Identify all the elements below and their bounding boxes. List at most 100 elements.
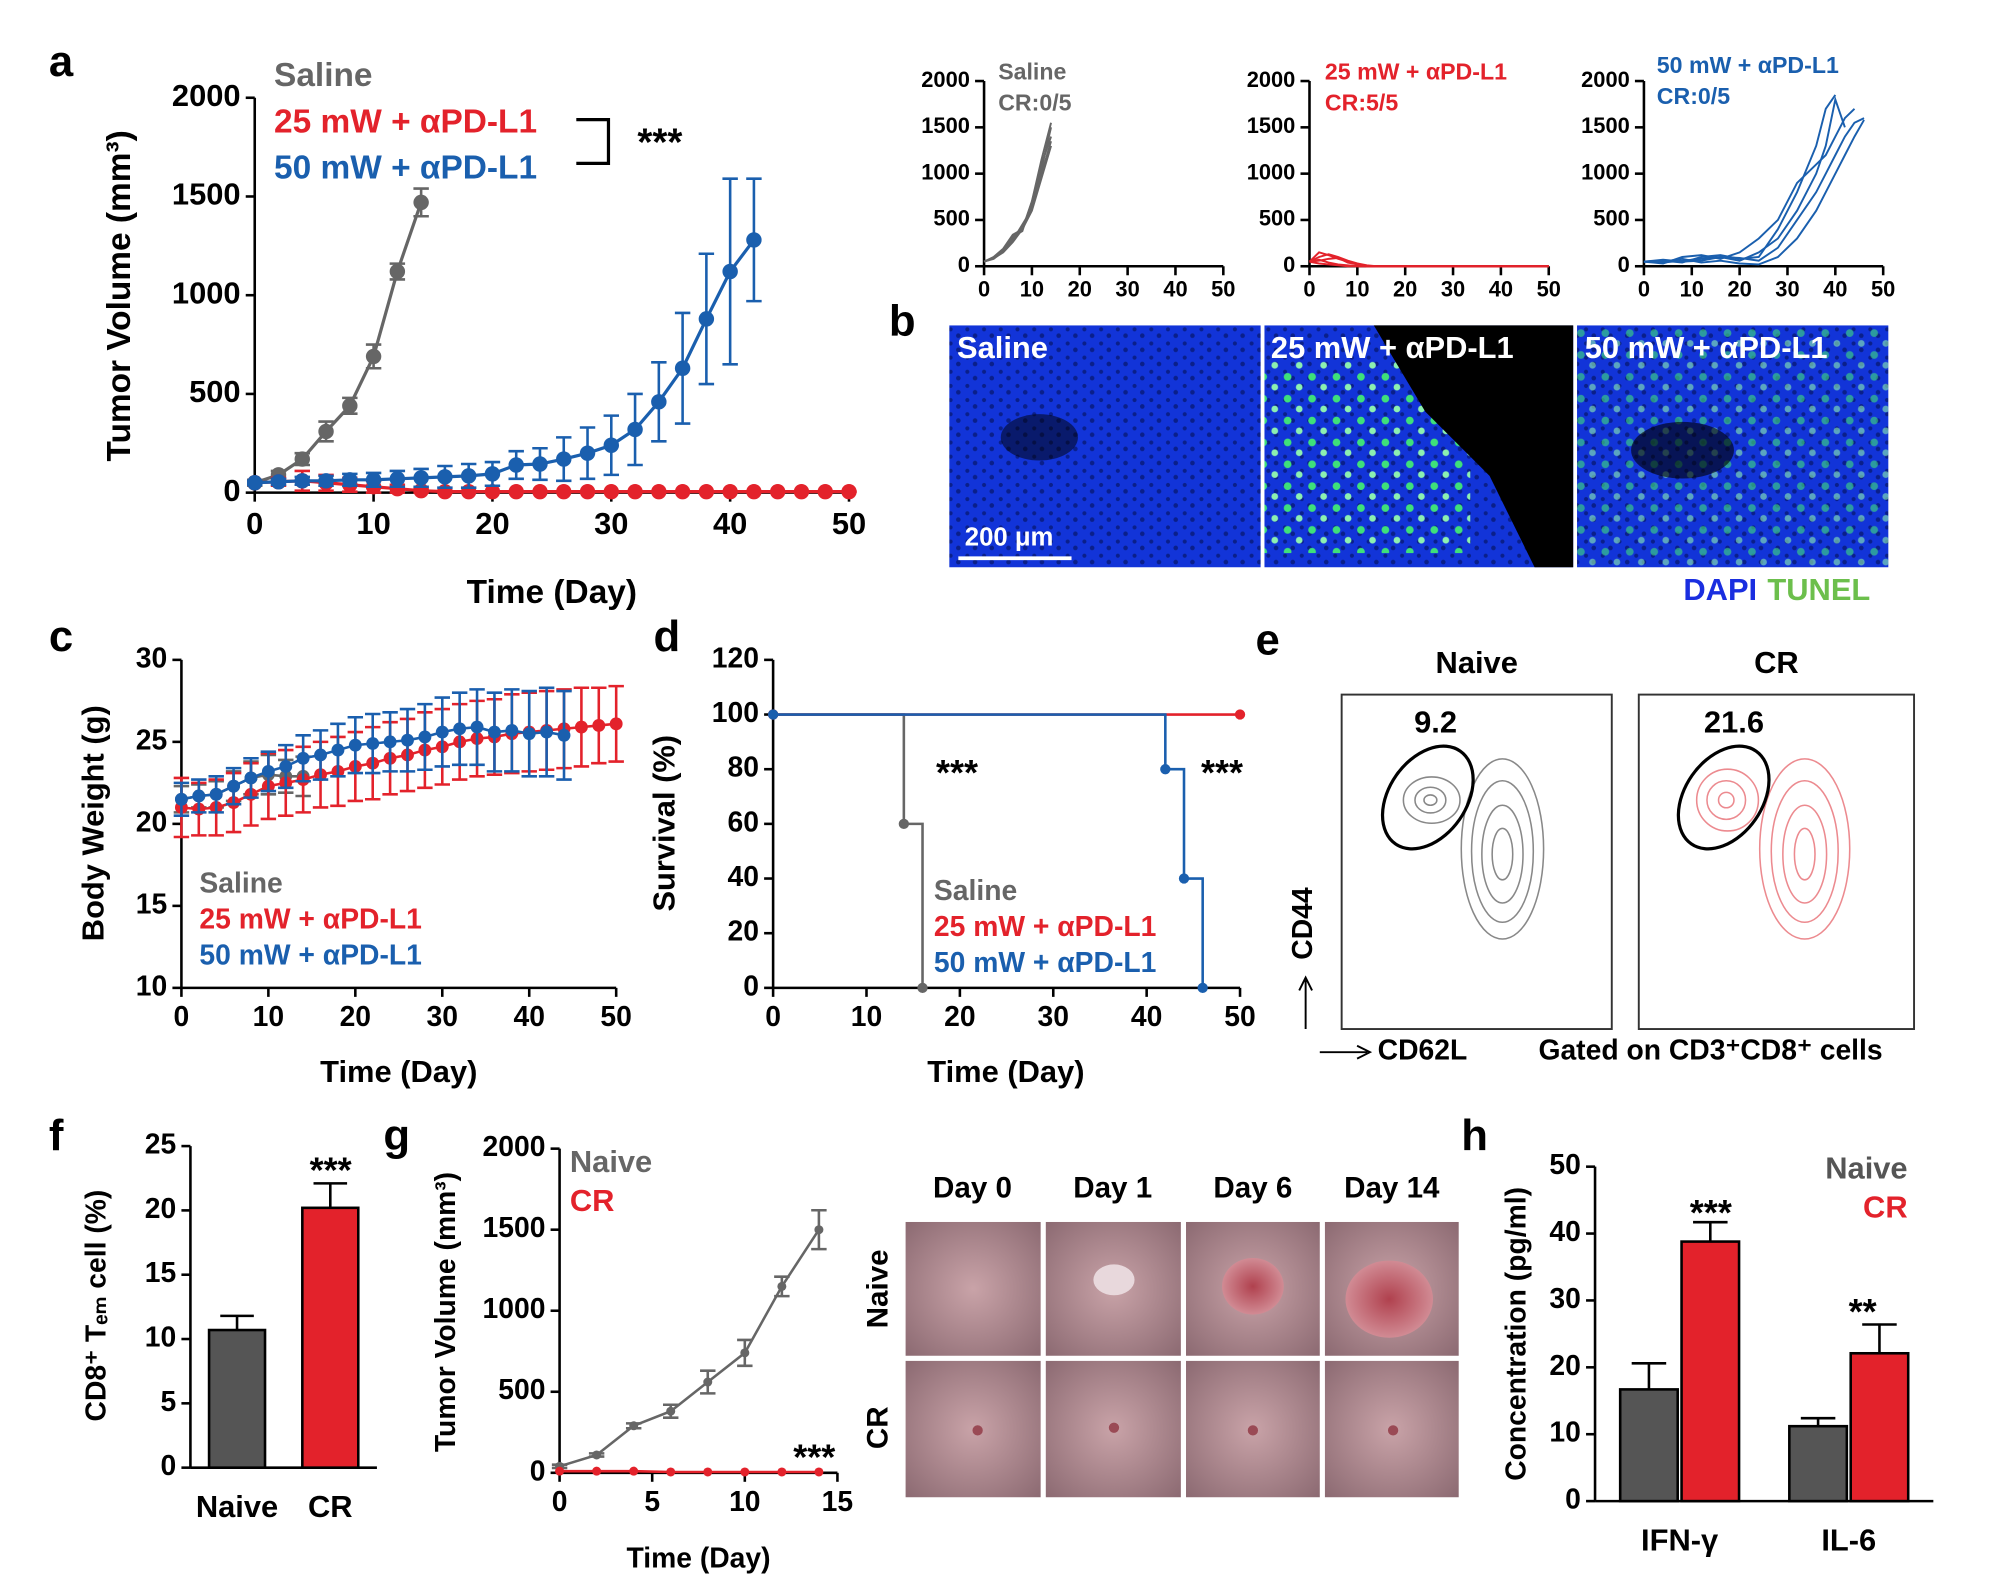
y-tick-label: 0 [530,1454,546,1486]
x-tick-label: CR [308,1489,353,1524]
scale-bar-label: 200 μm [965,524,1054,552]
legend-entry: Saline [934,874,1017,906]
x-tick-label: 50 [1871,276,1895,301]
y-tick-label: 1000 [921,159,970,184]
gate-value: 9.2 [1414,704,1457,739]
axis-arrow [1319,1044,1373,1060]
y-tick-label: 1000 [1247,159,1296,184]
x-tick-label: 30 [1441,276,1465,301]
annotation: *** [310,1150,352,1191]
stain-label: DAPI [1683,572,1757,607]
y-tick-label: 25 [145,1128,176,1160]
x-tick-label: 0 [765,1000,781,1032]
marker [746,483,762,500]
y-tick-label: 2000 [1581,67,1630,92]
panel-letter: f [49,1111,64,1160]
x-tick-label: 20 [475,506,509,541]
photo-row-label: CR [862,1406,895,1449]
axis-arrow [1298,975,1313,1030]
marker [555,1466,565,1476]
x-tick-label: 10 [1345,276,1369,301]
chart-title: 50 mW + αPD-L1 [1657,52,1839,78]
y-tick-label: 0 [161,1449,177,1481]
series-line [983,136,1052,263]
panel-letter: e [1255,616,1279,665]
marker [348,738,362,752]
tumor [1222,1257,1284,1315]
panel-letter: d [653,612,680,661]
marker [769,483,786,500]
x-tick-label: 40 [1131,1000,1162,1032]
marker [777,1281,787,1291]
marker [505,723,519,737]
legend-entry: Naive [1825,1151,1907,1186]
marker [418,730,432,744]
y-axis-label: Tumor Volume (mm³) [101,130,138,461]
series-line [773,713,1204,988]
x-tick-label: 10 [253,1000,284,1032]
axis-label: CD44 [1286,887,1318,960]
y-tick-label: 25 [136,723,167,755]
y-tick-label: 1000 [172,275,241,310]
marker [460,468,477,484]
marker [413,194,429,211]
x-tick-label: 5 [644,1485,660,1517]
marker [484,483,501,500]
x-tick-label: 0 [246,506,263,541]
tissue-gap [1631,421,1734,479]
tumor [1345,1260,1433,1338]
chart-subtitle: CR:0/5 [998,89,1071,115]
x-tick-label: 20 [1393,276,1417,301]
marker [435,725,449,739]
series-line [1643,94,1837,264]
y-tick-label: 500 [1593,206,1629,231]
y-tick-label: 100 [712,696,759,728]
y-axis-label: Body Weight (g) [75,705,110,941]
gating-note: Gated on CD3⁺CD8⁺ cells [1538,1034,1882,1066]
marker [609,717,623,731]
axis-label: CD62L [1378,1034,1468,1066]
y-axis-label: Tumor Volume (mm³) [429,1172,461,1452]
y-tick-label: 0 [958,252,970,277]
y-axis-label: CD8⁺ Tₑₘ cell (%) [79,1190,111,1422]
marker [603,437,620,453]
marker [342,472,358,488]
photo-column-label: Day 1 [1073,1172,1152,1205]
marker [401,733,414,747]
y-axis-label: Survival (%) [647,735,682,912]
scar [1108,1422,1120,1433]
marker [365,472,382,488]
y-tick-label: 40 [1549,1215,1580,1247]
marker [651,394,667,410]
x-tick-label: 50 [1224,1000,1255,1032]
legend-entry: 25 mW + αPD-L1 [199,902,421,934]
chart-subtitle: CR:0/5 [1657,83,1730,109]
y-tick-label: 0 [1283,252,1295,277]
series-line [1643,95,1846,264]
panel-letter: a [49,37,74,86]
x-axis-label: Time (Day) [320,1054,477,1089]
significance-bracket [576,118,611,165]
x-tick-label: 10 [1680,276,1704,301]
y-tick-label: 120 [712,641,759,673]
x-tick-label: 0 [174,1000,190,1032]
marker [814,1225,824,1235]
y-tick-label: 2000 [483,1130,546,1162]
x-tick-label: 40 [513,1000,544,1032]
marker [244,771,258,785]
x-tick-label: 40 [1823,276,1847,301]
annotation: *** [936,752,978,793]
tissue-gap [1000,414,1078,461]
series-line [1643,117,1865,263]
series-line [254,238,756,485]
marker [532,456,548,472]
bar [207,1328,267,1469]
marker [666,1467,676,1477]
marker [1234,709,1246,720]
y-tick-label: 2000 [172,78,241,113]
y-tick-label: 20 [136,805,167,837]
bar [1680,1240,1741,1503]
x-tick-label: 30 [1115,276,1139,301]
y-tick-label: 40 [727,860,758,892]
y-tick-label: 1500 [172,177,241,212]
